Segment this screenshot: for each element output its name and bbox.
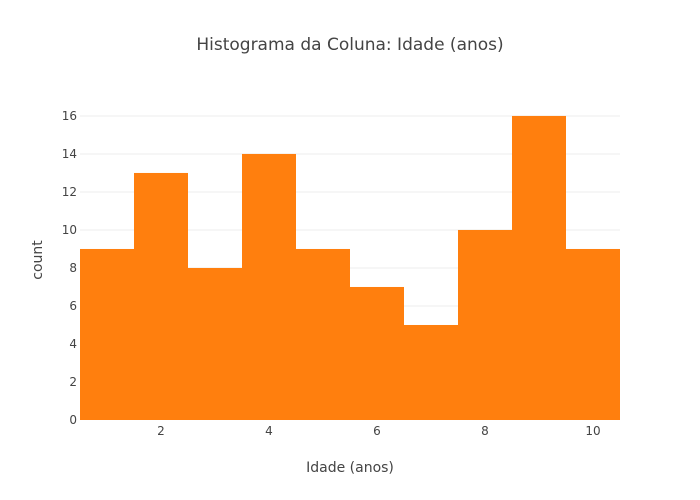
histogram-bar[interactable]	[80, 248, 134, 420]
x-tick-label: 6	[373, 424, 381, 438]
y-tick-labels: 0 2 4 6 8 10 12 14 16	[62, 109, 77, 427]
histogram-bar[interactable]	[134, 172, 188, 420]
histogram-bar[interactable]	[566, 248, 620, 420]
bars	[80, 115, 620, 421]
y-tick-label: 6	[69, 299, 77, 313]
y-tick-label: 8	[69, 261, 77, 275]
x-tick-label: 8	[481, 424, 489, 438]
x-tick-label: 2	[157, 424, 165, 438]
x-tick-labels: 2 4 6 8 10	[157, 424, 600, 438]
histogram-bar[interactable]	[296, 248, 350, 420]
y-tick-label: 14	[62, 147, 77, 161]
histogram-bar[interactable]	[512, 115, 566, 420]
y-tick-label: 12	[62, 185, 77, 199]
histogram-bar[interactable]	[350, 286, 404, 420]
y-tick-label: 10	[62, 223, 77, 237]
y-tick-label: 4	[69, 337, 77, 351]
x-tick-label: 10	[585, 424, 600, 438]
y-tick-label: 2	[69, 375, 77, 389]
histogram-bar[interactable]	[188, 267, 242, 420]
y-axis-label: count	[30, 240, 46, 280]
chart-title: Histograma da Coluna: Idade (anos)	[196, 35, 503, 55]
histogram-bar[interactable]	[404, 324, 458, 420]
y-tick-label: 0	[69, 413, 77, 427]
histogram-bar[interactable]	[458, 229, 512, 420]
y-tick-label: 16	[62, 109, 77, 123]
histogram-bar[interactable]	[242, 153, 296, 421]
x-tick-label: 4	[265, 424, 273, 438]
x-axis-label: Idade (anos)	[306, 460, 394, 476]
